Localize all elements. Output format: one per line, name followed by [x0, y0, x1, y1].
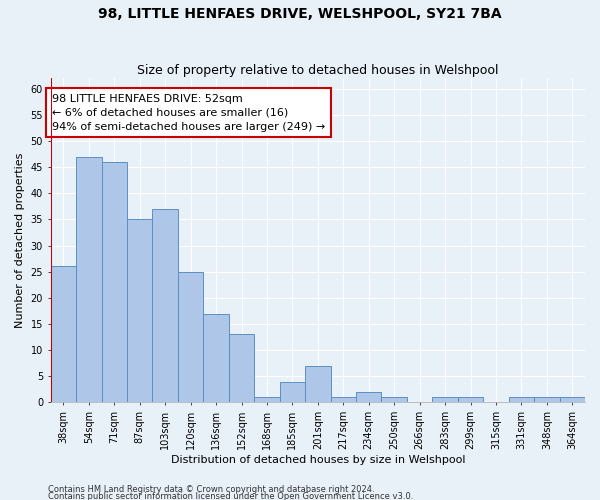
Bar: [534, 397, 560, 402]
Bar: [152, 209, 178, 402]
Text: 98 LITTLE HENFAES DRIVE: 52sqm
← 6% of detached houses are smaller (16)
94% of s: 98 LITTLE HENFAES DRIVE: 52sqm ← 6% of d…: [52, 94, 325, 132]
Bar: [127, 220, 152, 402]
Bar: [280, 382, 305, 402]
Y-axis label: Number of detached properties: Number of detached properties: [15, 152, 25, 328]
Bar: [382, 397, 407, 402]
Bar: [331, 397, 356, 402]
Text: Contains HM Land Registry data © Crown copyright and database right 2024.: Contains HM Land Registry data © Crown c…: [48, 486, 374, 494]
Bar: [203, 314, 229, 402]
Bar: [254, 397, 280, 402]
Bar: [50, 266, 76, 402]
Bar: [305, 366, 331, 403]
Bar: [509, 397, 534, 402]
Bar: [229, 334, 254, 402]
Text: 98, LITTLE HENFAES DRIVE, WELSHPOOL, SY21 7BA: 98, LITTLE HENFAES DRIVE, WELSHPOOL, SY2…: [98, 8, 502, 22]
Bar: [101, 162, 127, 402]
Bar: [76, 156, 101, 402]
Bar: [178, 272, 203, 402]
Title: Size of property relative to detached houses in Welshpool: Size of property relative to detached ho…: [137, 64, 499, 77]
Bar: [356, 392, 382, 402]
Bar: [433, 397, 458, 402]
Text: Contains public sector information licensed under the Open Government Licence v3: Contains public sector information licen…: [48, 492, 413, 500]
Bar: [560, 397, 585, 402]
X-axis label: Distribution of detached houses by size in Welshpool: Distribution of detached houses by size …: [170, 455, 465, 465]
Bar: [458, 397, 483, 402]
